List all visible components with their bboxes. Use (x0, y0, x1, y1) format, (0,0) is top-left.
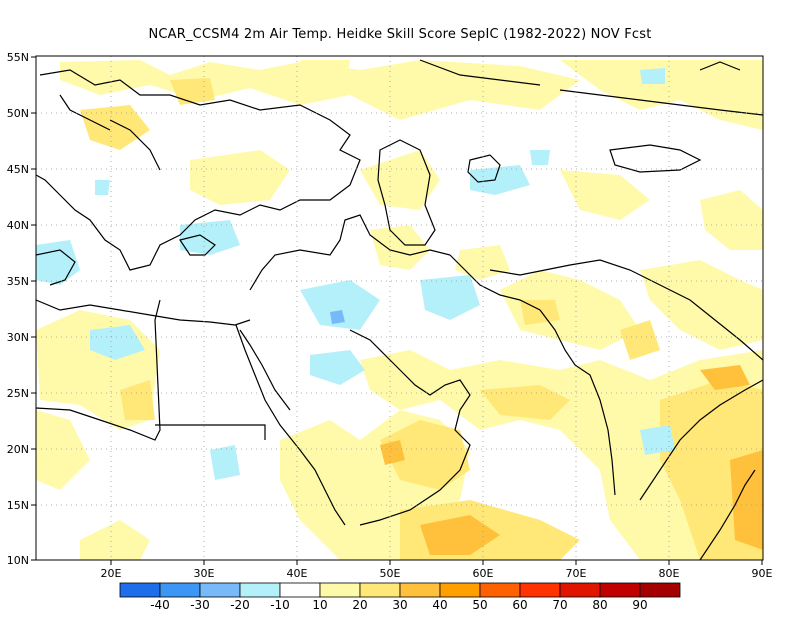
lon-label: 60E (473, 567, 494, 580)
colorbar-swatch (319, 582, 361, 598)
colorbar-label: 60 (512, 598, 527, 612)
axis-ticks (31, 56, 763, 565)
colorbar-swatch (359, 582, 401, 598)
colorbar-label: -10 (270, 598, 290, 612)
lon-label: 50E (380, 567, 401, 580)
coastlines (36, 59, 763, 560)
graticule (36, 56, 763, 560)
lat-label: 55N (7, 51, 29, 64)
lat-label: 15N (7, 499, 29, 512)
colorbar-labels: -40 -30 -20 -10 10 20 30 40 50 60 70 80 … (150, 598, 647, 612)
lat-label: 40N (7, 219, 29, 232)
map-title: NCAR_CCSM4 2m Air Temp. Heidke Skill Sco… (148, 27, 652, 42)
colorbar-swatch (239, 582, 281, 598)
colorbar-label: 50 (472, 598, 487, 612)
lat-label: 50N (7, 107, 29, 120)
lon-label: 30E (194, 567, 215, 580)
colorbar-swatch (639, 582, 681, 598)
skill-shading (36, 56, 763, 560)
lat-label: 25N (7, 387, 29, 400)
colorbar-label: -20 (230, 598, 250, 612)
colorbar-swatch (279, 582, 321, 598)
lon-label: 40E (287, 567, 308, 580)
colorbar-swatch (599, 582, 641, 598)
latitude-labels: 55N 50N 45N 40N 35N 30N 25N 20N 15N 10N (7, 51, 29, 567)
lon-label: 20E (101, 567, 122, 580)
colorbar-swatch (559, 582, 601, 598)
colorbar-label: 80 (592, 598, 607, 612)
colorbar-swatch (479, 582, 521, 598)
longitude-labels: 20E 30E 40E 50E 60E 70E 80E 90E (101, 567, 773, 580)
lat-label: 35N (7, 275, 29, 288)
lon-label: 80E (659, 567, 680, 580)
colorbar-swatch (199, 582, 241, 598)
colorbar-label: 40 (432, 598, 447, 612)
map-frame (35, 55, 764, 561)
colorbar-swatch (399, 582, 441, 598)
colorbar (119, 582, 681, 598)
colorbar-swatch (439, 582, 481, 598)
colorbar-label: 70 (552, 598, 567, 612)
colorbar-label: 30 (392, 598, 407, 612)
lat-label: 45N (7, 163, 29, 176)
lon-label: 90E (752, 567, 773, 580)
colorbar-label: -40 (150, 598, 170, 612)
lat-label: 20N (7, 443, 29, 456)
lat-label: 30N (7, 331, 29, 344)
colorbar-swatch (519, 582, 561, 598)
colorbar-swatch (119, 582, 161, 598)
lat-label: 10N (7, 554, 29, 567)
colorbar-swatch (159, 582, 201, 598)
colorbar-label: 90 (632, 598, 647, 612)
lon-label: 70E (566, 567, 587, 580)
colorbar-label: 10 (312, 598, 327, 612)
colorbar-label: -30 (190, 598, 210, 612)
colorbar-label: 20 (352, 598, 367, 612)
